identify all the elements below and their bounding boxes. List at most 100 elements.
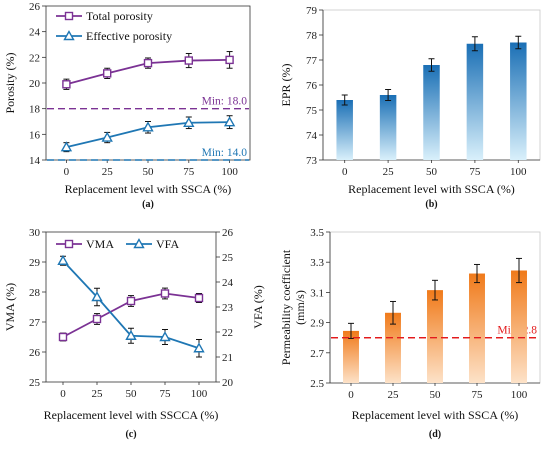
y-tick-label: 28 (29, 287, 41, 299)
reference-line-label: Min: 14.0 (202, 147, 248, 159)
y-tick-label: 78 (306, 30, 318, 42)
y-right-tick-label: 25 (222, 252, 234, 264)
data-point (193, 342, 205, 353)
x-tick-label: 100 (191, 388, 208, 400)
bar (379, 95, 397, 160)
x-tick-label: 0 (64, 166, 70, 178)
x-tick-label: 0 (348, 389, 354, 401)
x-tick-label: 75 (469, 166, 481, 178)
reference-line-label: Min: 18.0 (202, 96, 248, 108)
bar (466, 43, 484, 160)
legend-marker (64, 11, 74, 21)
data-point (159, 331, 171, 342)
legend-label: Effective porosity (86, 29, 172, 43)
y-tick-label: 27 (29, 317, 41, 329)
y-tick-label: 26 (29, 1, 41, 13)
x-tick-label: 0 (342, 166, 348, 178)
data-point (225, 55, 234, 65)
x-tick-label: 50 (430, 389, 442, 401)
data-point (57, 254, 69, 265)
y-tick-label: 79 (306, 5, 318, 17)
y-tick-label: 76 (306, 80, 318, 92)
x-tick-label: 0 (60, 388, 66, 400)
y-right-tick-label: 20 (222, 377, 234, 389)
panel-caption: (d) (429, 429, 441, 440)
y-tick-label: 2.7 (310, 348, 324, 360)
x-tick-label: 75 (183, 166, 195, 178)
data-point (126, 296, 136, 306)
y-tick-label: 73 (306, 155, 318, 167)
data-point (125, 329, 137, 340)
bar (427, 290, 443, 383)
y-tick-label: 24 (29, 27, 41, 39)
legend-label: VMA (86, 237, 114, 251)
bar (423, 65, 440, 160)
legend-marker (133, 238, 145, 249)
panel-caption: (a) (142, 199, 154, 210)
data-point (91, 291, 103, 302)
plot-frame (45, 231, 217, 383)
bar (385, 312, 401, 383)
legend-label: VFA (156, 237, 179, 251)
y-right-tick-label: 26 (222, 227, 234, 239)
x-tick-label: 50 (143, 166, 155, 178)
data-point (194, 293, 204, 303)
y-axis-label: Porosity (%) (3, 53, 17, 114)
x-tick-label: 100 (221, 166, 238, 178)
x-tick-label: 75 (472, 389, 484, 401)
x-axis-label: Replacement level with SSCA (%) (352, 408, 519, 422)
x-tick-label: 100 (510, 166, 527, 178)
y-right-axis-label: VFA (%) (251, 285, 265, 328)
y-tick-label: 18 (29, 104, 41, 116)
y-right-tick-label: 22 (222, 327, 233, 339)
bar (511, 270, 527, 383)
data-point (102, 69, 112, 78)
bar (336, 100, 353, 160)
x-axis-label: Replacement level with SSCCA (%) (44, 408, 219, 422)
y-tick-label: 14 (29, 155, 41, 167)
y-tick-label: 25 (29, 377, 41, 389)
data-point (223, 116, 236, 127)
data-point (101, 131, 113, 142)
y-tick-label: 75 (306, 105, 318, 117)
data-point (142, 121, 154, 132)
y-tick-label: 29 (29, 257, 41, 269)
x-tick-label: 25 (383, 166, 395, 178)
y-tick-label: 26 (29, 347, 41, 359)
panel-b: 73 74 75 76 77 78 79 0 25 50 75 100 Replacement leve… (279, 5, 541, 210)
y-tick-label: 74 (306, 130, 318, 142)
data-point (60, 141, 73, 152)
y-right-tick-label: 24 (222, 277, 234, 289)
x-tick-label: 100 (511, 389, 528, 401)
legend-marker (64, 239, 74, 249)
y-axis-label: VMA (%) (3, 283, 17, 331)
legend-label: Total porosity (86, 9, 153, 23)
x-tick-label: 25 (388, 389, 400, 401)
y-tick-label: 20 (29, 78, 41, 90)
panel-c: 25 26 27 28 29 30 20 21 22 23 24 25 26 0 25 50 75 100 Repl… (3, 227, 265, 440)
y-tick-label: 3.3 (310, 257, 324, 269)
data-point (160, 289, 170, 298)
data-point (183, 116, 195, 127)
x-axis-label: Replacement level with SSCA (%) (65, 182, 232, 196)
x-tick-label: 75 (160, 388, 172, 400)
y-tick-label: 2.9 (310, 318, 324, 330)
data-point (62, 80, 71, 89)
panel-caption: (b) (425, 199, 437, 210)
y-tick-label: 22 (29, 52, 40, 64)
panel-caption: (c) (125, 429, 136, 440)
x-tick-label: 50 (126, 388, 138, 400)
y-tick-label: 30 (29, 227, 41, 239)
y-tick-label: 2.5 (310, 378, 324, 390)
bar (510, 42, 527, 160)
y-axis-label: Permeability coefficient(mm/s) (279, 249, 307, 365)
y-right-tick-label: 21 (222, 352, 233, 364)
y-axis-label: EPR (%) (279, 64, 293, 107)
data-point (143, 58, 153, 68)
panel-d: 2.5 2.7 2.9 3.1 3.3 3.5 0 25 50 75 100 Replacement … (279, 227, 541, 440)
data-point (92, 314, 102, 324)
bar (343, 330, 359, 383)
data-point (58, 332, 68, 342)
x-axis-label: Replacement level with SSCA (%) (348, 182, 515, 196)
y-tick-label: 77 (306, 55, 318, 67)
